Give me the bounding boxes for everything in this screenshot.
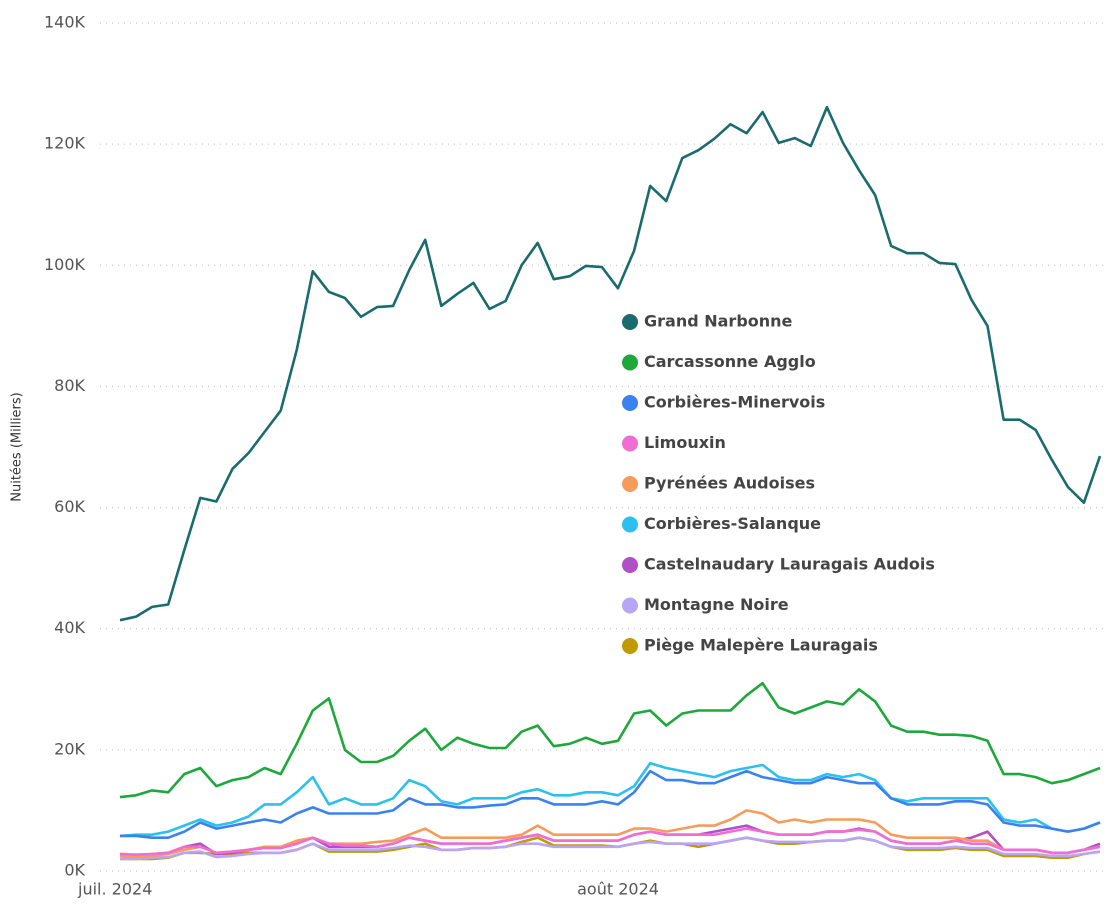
y-tick-label: 120K [44,134,86,153]
x-tick-label: août 2024 [577,880,659,899]
legend-marker [622,516,638,533]
series-line [119,761,1101,838]
legend-marker [622,395,638,411]
legend-marker [622,354,638,371]
legend-label: Corbières-Salanque [644,514,821,533]
series-line [120,769,1101,839]
y-tick-label: 100K [44,255,86,274]
series-line [119,809,1101,859]
y-tick-label: 40K [54,618,85,637]
series-line [119,681,1101,799]
legend-marker [622,557,638,573]
y-tick-label: 60K [54,497,85,516]
legend-label: Carcassonne Agglo [644,352,816,371]
legend-marker [622,597,638,614]
x-tick-label: juil. 2024 [77,880,152,899]
legend-marker [622,314,638,330]
series-line [120,836,1101,861]
legend-label: Montagne Noire [644,595,789,614]
y-tick-label: 20K [54,739,85,758]
legend-label: Limouxin [644,433,726,452]
y-tick-label: 80K [54,376,85,395]
legend-label: Grand Narbonne [644,312,793,331]
legend-marker [622,638,638,654]
series-line [119,827,1101,856]
y-tick-label: 0K [64,861,85,880]
legend-label: Piège Malepère Lauragais [644,636,878,655]
y-tick-label: 140K [44,13,86,32]
legend-label: Corbières-Minervois [644,393,825,412]
legend-marker [622,435,638,452]
legend-label: Castelnaudary Lauragais Audois [644,555,935,574]
legend: Grand Narbonne Carcassonne Agglo Corbières… [622,312,935,655]
legend-label: Pyrénées Audoises [644,474,815,493]
legend-marker [622,476,638,492]
series-line [119,105,1102,622]
y-axis-title: Nuitées (Milliers) [10,392,25,502]
